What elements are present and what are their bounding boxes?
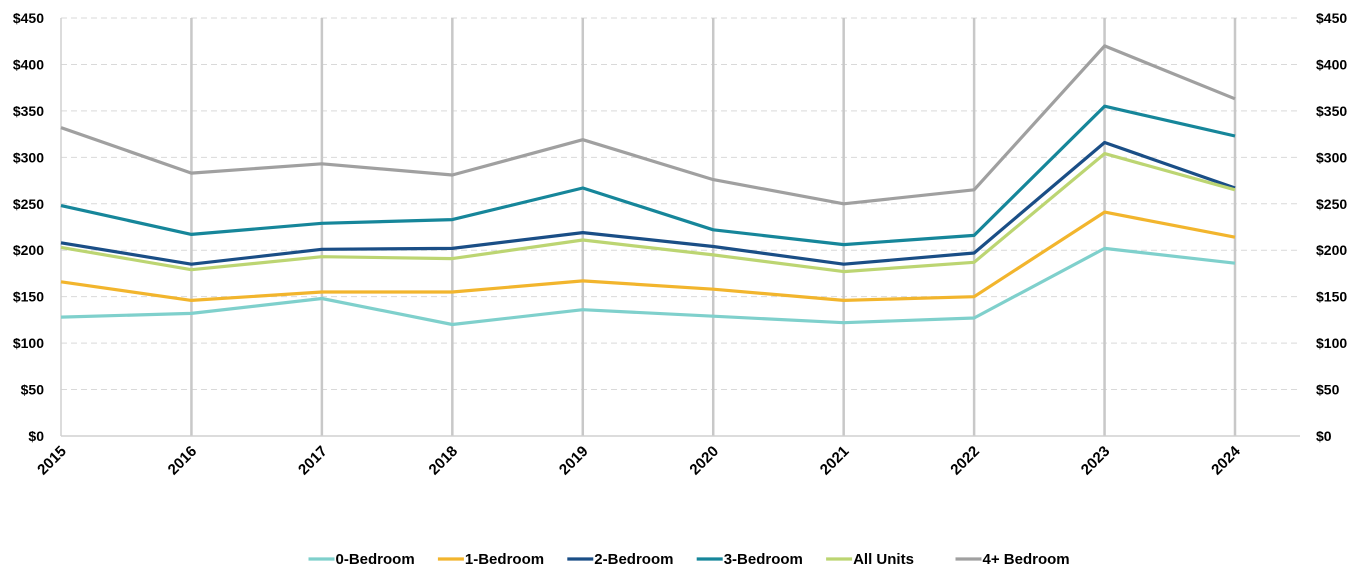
series-line-3-bedroom [60,104,1236,247]
x-axis-ticks: 2015 2016 2017 2018 2019 2020 2021 2022 2023 2024 [34,442,1244,478]
series-lines [60,44,1236,327]
axes [60,18,1300,437]
legend-item: 4+ Bedroom [955,551,1070,568]
series-line-1-bedroom [60,210,1236,302]
legend-item: 1-Bedroom [437,551,544,568]
series-line-0-bedroom [60,246,1236,327]
legend-label: 3-Bedroom [724,551,803,568]
legend-item: 2-Bedroom [567,551,673,568]
x-tick-label: 2020 [686,443,722,479]
y2-tick-label: $100 [1316,335,1347,351]
legend-item: All Units [826,551,914,568]
y2-tick-label: $0 [1316,428,1332,444]
y-tick-label: $400 [13,56,44,72]
x-tick-label: 2019 [556,443,592,479]
x-tick-label: 2024 [1208,442,1244,478]
x-tick-label: 2023 [1078,443,1114,479]
x-tick-label: 2022 [947,443,983,479]
legend-label: 0-Bedroom [336,551,415,568]
legend-item: 0-Bedroom [308,551,415,568]
y-tick-label: $100 [13,335,44,351]
x-tick-label: 2015 [34,443,70,479]
x-tick-label: 2018 [426,443,462,479]
legend-item: 3-Bedroom [696,551,803,568]
x-tick-label: 2021 [817,443,853,479]
y-tick-label: $0 [28,428,44,444]
y-tick-label: $350 [13,103,44,119]
y2-tick-label: $350 [1316,103,1347,119]
series-line-all-units [60,152,1236,274]
y2-tick-label: $50 [1316,382,1340,398]
y-tick-label: $200 [13,242,44,258]
x-tick-label: 2017 [295,443,331,479]
horizontal-gridlines [61,17,1300,391]
left-y-axis-ticks: $0 $50 $100 $150 $200 $250 $300 $350 $400 $450 [13,10,44,444]
y-tick-label: $300 [13,149,44,165]
x-tick-label: 2016 [165,443,201,479]
y2-tick-label: $300 [1316,149,1347,165]
legend-label: 1-Bedroom [465,551,544,568]
y2-tick-label: $250 [1316,196,1347,212]
y2-tick-label: $450 [1316,10,1347,26]
y-tick-label: $150 [13,289,44,305]
right-y-axis-ticks: $0 $50 $100 $150 $200 $250 $300 $350 $400 $450 [1316,10,1347,444]
y-tick-label: $250 [13,196,44,212]
legend: 0-Bedroom 1-Bedroom 2-Bedroom 3-Bedroom All … [308,551,1070,568]
y2-tick-label: $200 [1316,242,1347,258]
y-tick-label: $50 [21,382,45,398]
legend-label: 4+ Bedroom [983,551,1070,568]
y2-tick-label: $400 [1316,56,1347,72]
legend-label: 2-Bedroom [594,551,673,568]
y-tick-label: $450 [13,10,44,26]
series-line-4-bedroom [60,44,1236,206]
series-line-2-bedroom [60,140,1236,266]
y2-tick-label: $150 [1316,289,1347,305]
vertical-gridlines [190,18,1237,436]
legend-label: All Units [853,551,914,568]
